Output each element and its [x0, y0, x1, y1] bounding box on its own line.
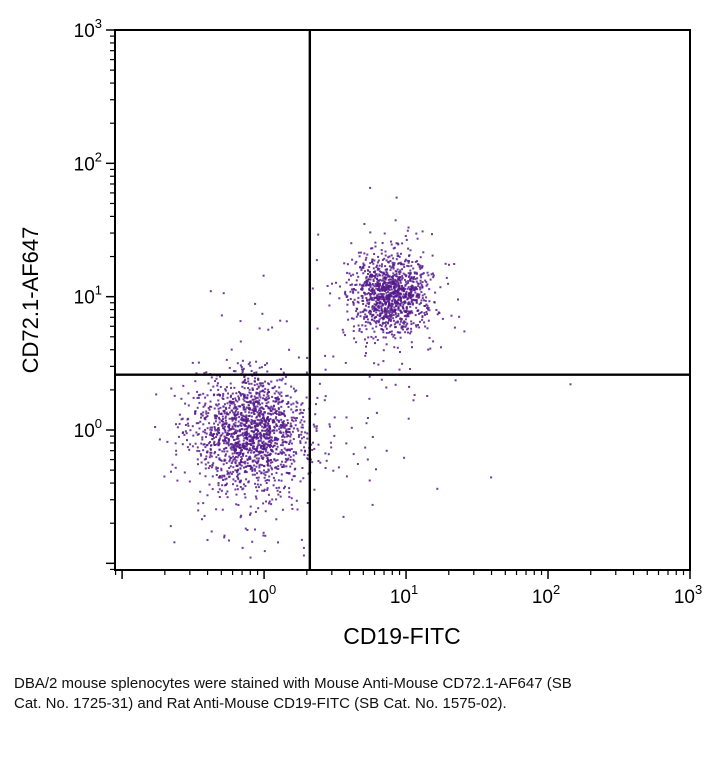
- x-tick-label: 100: [248, 582, 276, 608]
- x-tick-label: 103: [674, 582, 702, 608]
- x-axis-label: CD19-FITC: [343, 623, 461, 649]
- x-tick-label: 102: [532, 582, 560, 608]
- figure-caption: DBA/2 mouse splenocytes were stained wit…: [14, 675, 572, 712]
- y-tick-label: 103: [74, 16, 102, 42]
- y-axis-label: CD72.1-AF647: [18, 227, 43, 374]
- y-tick-label: 100: [74, 416, 102, 442]
- y-tick-label: 101: [74, 283, 102, 309]
- dot-plot-canvas: 100 101 102 103 100 101 102 103 CD72.1-AF647 CD…: [18, 16, 703, 649]
- scatter-points-layer: [154, 186, 572, 570]
- x-tick-label: 101: [390, 582, 418, 608]
- axes-layer: 100 101 102 103 100 101 102 103: [74, 16, 703, 608]
- y-tick-label: 102: [74, 149, 102, 175]
